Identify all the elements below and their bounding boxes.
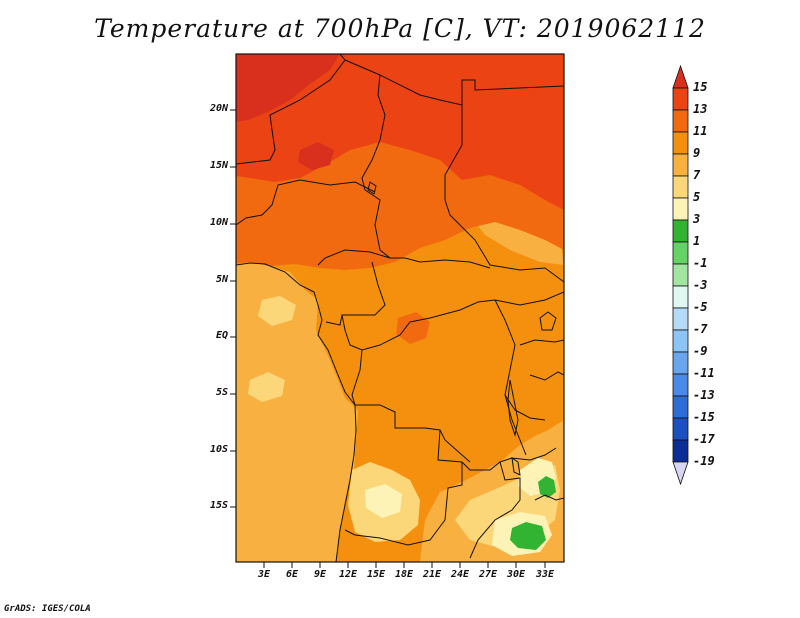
colorbar-label: -3 (693, 278, 708, 292)
colorbar-label: -15 (693, 410, 715, 424)
colorbar-label: 1 (693, 234, 701, 248)
lat-label: 10N (209, 217, 228, 228)
colorbar-label: 3 (693, 212, 701, 226)
lat-label: 15N (209, 160, 228, 171)
colorbar-swatch (672, 197, 689, 221)
lon-label: 18E (394, 569, 414, 580)
colorbar-label: -11 (693, 366, 715, 380)
lat-label: 15S (209, 500, 228, 511)
colorbar-label: -5 (693, 300, 708, 314)
lon-label: 15E (366, 569, 386, 580)
lon-label: 21E (422, 569, 442, 580)
colorbar-top-triangle (672, 64, 689, 89)
colorbar-swatch (672, 373, 689, 397)
colorbar-label: -9 (693, 344, 708, 358)
lon-label: 27E (478, 569, 498, 580)
lon-label: 9E (313, 569, 327, 580)
lakes (367, 181, 557, 476)
colorbar-label: 15 (693, 80, 708, 94)
credit-text: GrADS: IGES/COLA (4, 604, 91, 614)
colorbar-swatch (672, 109, 689, 133)
colorbar-label: -1 (693, 256, 708, 270)
colorbar-swatch (672, 307, 689, 331)
colorbar-swatch (672, 439, 689, 463)
plot-frame (235, 53, 565, 563)
colorbar-label: -13 (693, 388, 715, 402)
lat-label: 20N (209, 103, 228, 114)
colorbar-swatch (672, 175, 689, 199)
colorbar-swatch (672, 395, 689, 419)
lat-label: 5N (215, 274, 228, 285)
lon-label: 6E (285, 569, 299, 580)
colorbar-label: 11 (693, 124, 708, 138)
colorbar-swatch (672, 131, 689, 155)
colorbar-label: -17 (693, 432, 715, 446)
colorbar-swatch (672, 263, 689, 287)
colorbar-swatch (672, 329, 689, 353)
map-title: Temperature at 700hPa [C], VT: 201906211… (94, 14, 706, 43)
colorbar-swatch (672, 153, 689, 177)
colorbar-bottom-triangle (672, 461, 689, 486)
lat-label: 10S (209, 444, 228, 455)
colorbar-swatch (672, 417, 689, 441)
lon-label: 24E (450, 569, 470, 580)
colorbar-swatch (672, 285, 689, 309)
country-borders (236, 54, 564, 562)
lon-label: 30E (506, 569, 526, 580)
colorbar-label: 9 (693, 146, 701, 160)
lat-label: 5S (215, 387, 228, 398)
colorbar-swatch (672, 219, 689, 243)
colorbar-label: -19 (693, 454, 715, 468)
lon-label: 33E (535, 569, 555, 580)
colorbar-label: -7 (693, 322, 708, 336)
lon-label: 12E (338, 569, 358, 580)
colorbar-swatch (672, 87, 689, 111)
temperature-field (236, 54, 564, 562)
lat-label: EQ (215, 330, 228, 341)
lon-label: 3E (257, 569, 271, 580)
colorbar-label: 5 (693, 190, 701, 204)
colorbar-label: 13 (693, 102, 708, 116)
colorbar-swatch (672, 351, 689, 375)
colorbar-label: 7 (693, 168, 701, 182)
colorbar-swatch (672, 241, 689, 265)
colorbar (672, 64, 689, 486)
axis-ticks (230, 109, 546, 568)
